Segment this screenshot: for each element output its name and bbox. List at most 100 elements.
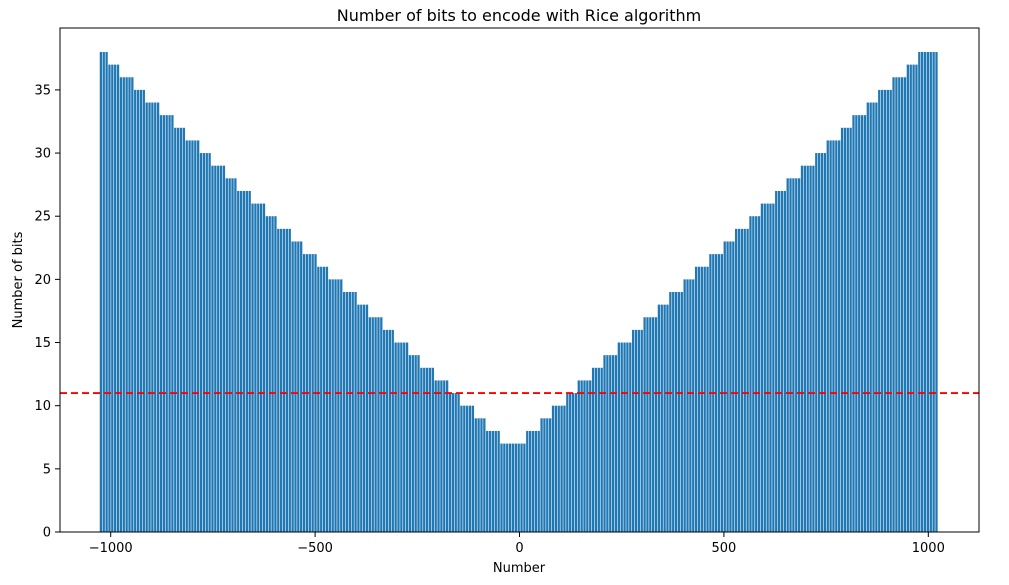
bar (803, 165, 806, 532)
bar (820, 153, 824, 533)
bar (354, 292, 357, 532)
bar (262, 203, 266, 532)
bar (571, 393, 575, 532)
bar (620, 342, 623, 532)
bar (766, 203, 769, 532)
bar (800, 165, 804, 532)
bar (99, 52, 103, 532)
bar (454, 393, 457, 532)
bar (780, 190, 784, 532)
bar (723, 241, 726, 532)
bar (248, 190, 251, 532)
bar (863, 115, 867, 532)
bar (391, 329, 394, 532)
bar (188, 140, 191, 533)
bar (202, 153, 206, 533)
bar (566, 393, 569, 532)
bar (583, 380, 586, 532)
bar (182, 127, 186, 532)
bar (463, 405, 466, 532)
bar (714, 254, 718, 533)
bar (191, 140, 194, 533)
bar (926, 52, 930, 532)
bar (325, 266, 329, 532)
bar (700, 266, 703, 532)
bar (405, 342, 409, 532)
bar (614, 355, 618, 532)
bar (162, 115, 165, 532)
bar (414, 355, 417, 532)
bar (308, 254, 311, 533)
bar (921, 52, 924, 532)
bar (640, 329, 643, 532)
bar (174, 127, 177, 532)
bar (757, 216, 761, 532)
bar (116, 64, 120, 532)
bar (818, 153, 821, 533)
bar (849, 127, 852, 532)
bar (468, 405, 472, 532)
bar (526, 430, 529, 532)
bar (852, 115, 855, 532)
bar (563, 405, 566, 532)
x-axis-ticks: −1000 −500 0 500 1000 (89, 532, 945, 556)
y-axis-label: Number of bits (11, 231, 26, 328)
bar (772, 203, 775, 532)
bar (517, 443, 520, 532)
bar (234, 178, 237, 532)
bar (554, 405, 558, 532)
bar (892, 77, 895, 532)
bar (551, 405, 555, 532)
bar (654, 317, 658, 532)
bar (228, 178, 231, 532)
bar (903, 77, 907, 532)
bar (669, 292, 672, 532)
bar (792, 178, 795, 532)
x-tick-label: 1000 (912, 541, 945, 556)
bar (832, 140, 835, 533)
bar (388, 329, 392, 532)
bar (797, 178, 801, 532)
bar (331, 279, 334, 532)
bar (342, 292, 346, 532)
bar (420, 367, 423, 532)
bar (846, 127, 849, 532)
bar (557, 405, 560, 532)
bar (603, 355, 606, 532)
bar (428, 367, 432, 532)
bar (508, 443, 512, 532)
bar (142, 89, 145, 532)
bar (649, 317, 652, 532)
bar (680, 292, 683, 532)
y-tick-label: 10 (34, 399, 51, 414)
bar (291, 241, 294, 532)
bar (471, 405, 475, 532)
bar (829, 140, 832, 533)
bar (108, 64, 111, 532)
bar (777, 190, 781, 532)
bar (179, 127, 183, 532)
bar (589, 380, 592, 532)
bar (205, 153, 208, 533)
bar (168, 115, 171, 532)
bar (737, 228, 741, 532)
bar (214, 165, 217, 532)
bar (448, 393, 452, 532)
bar (677, 292, 681, 532)
bar (915, 64, 918, 532)
bar (866, 102, 869, 532)
bar (297, 241, 300, 532)
bar (609, 355, 612, 532)
bar (154, 102, 157, 532)
bar (480, 418, 483, 532)
bar (294, 241, 297, 532)
bar (259, 203, 263, 532)
bar (431, 367, 434, 532)
y-tick-label: 30 (34, 147, 51, 162)
bar (483, 418, 486, 532)
bar (368, 317, 372, 532)
bar (145, 102, 148, 532)
bar (909, 64, 912, 532)
